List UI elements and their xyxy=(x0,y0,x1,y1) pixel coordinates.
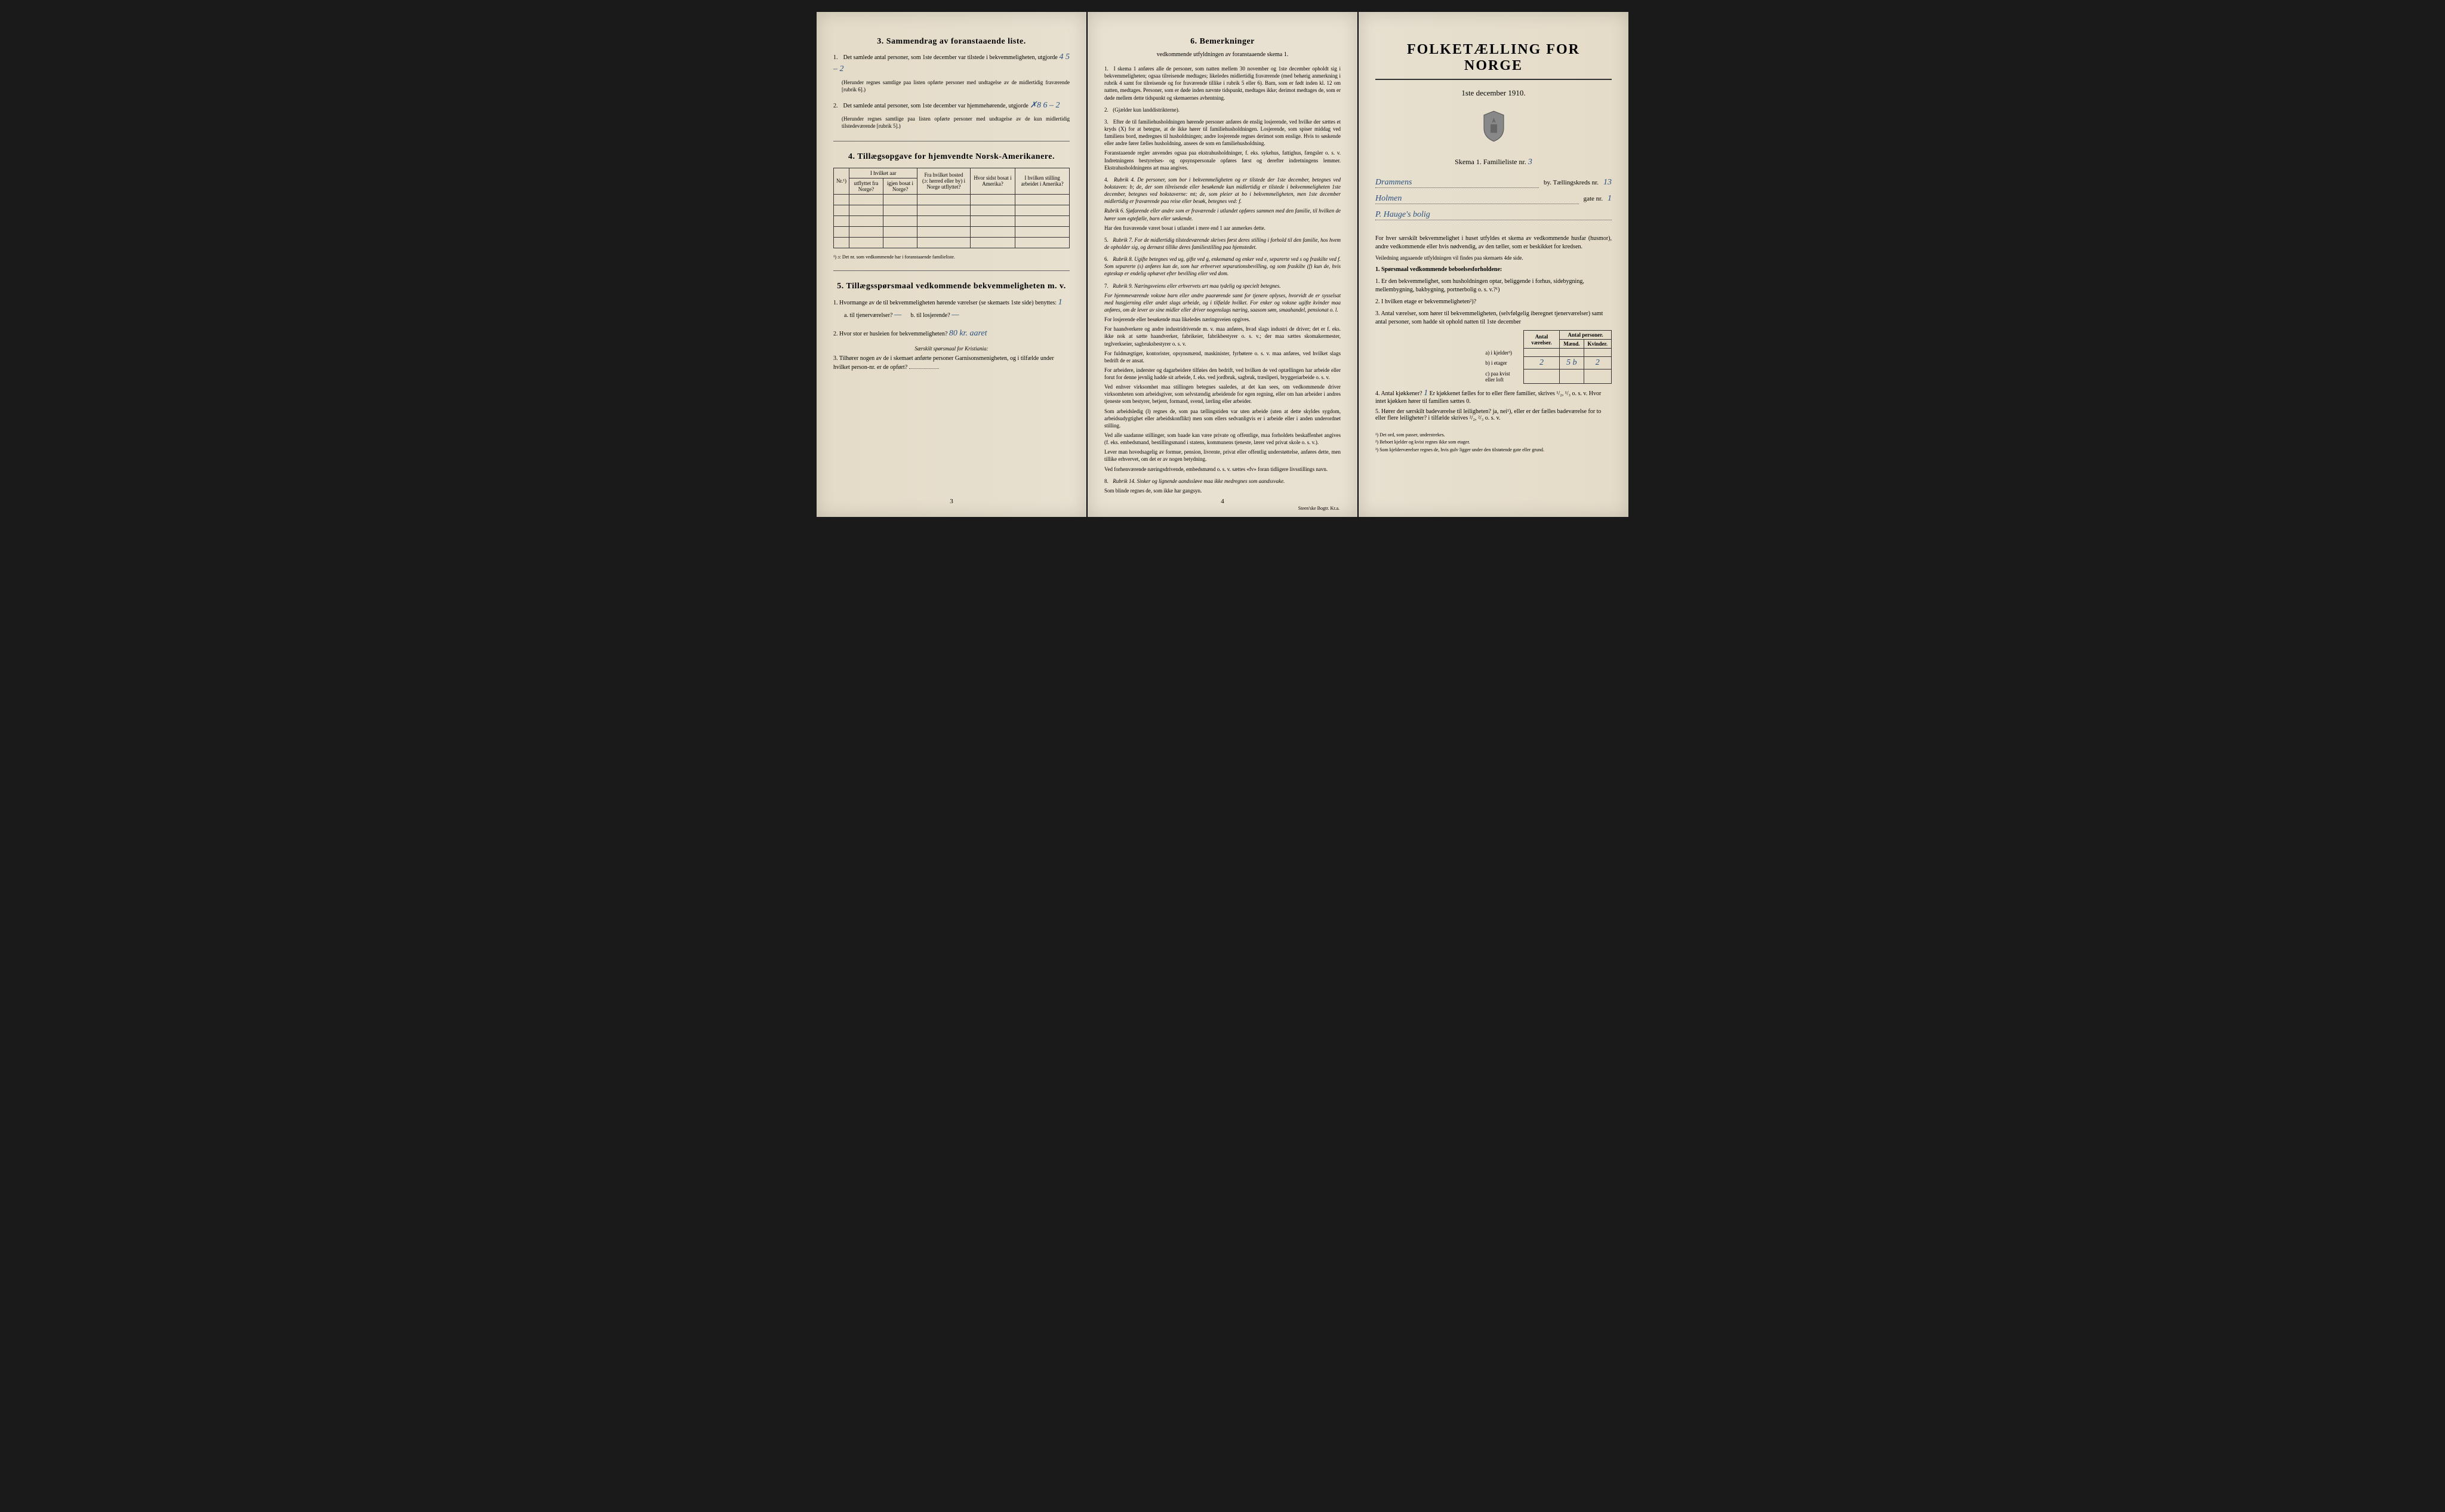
table-row: c) paa kvist eller loft xyxy=(1482,369,1611,384)
page-number: 4 xyxy=(1221,498,1224,505)
printer-mark: Steen'ske Bogtr. Kr.a. xyxy=(1298,506,1339,511)
census-document: 3. Sammendrag av foranstaaende liste. 1.… xyxy=(817,12,1628,517)
bem-item: 8. Rubrik 14. Sinker og lignende aandssl… xyxy=(1104,478,1341,494)
intro-text: For hver særskilt bekvemmelighet i huset… xyxy=(1375,235,1612,251)
table-row xyxy=(834,194,1070,205)
q1-item: 3. Antal værelser, som hører til bekvemm… xyxy=(1375,310,1612,327)
bem-item: 5. Rubrik 7. For de midlertidig tilstede… xyxy=(1104,236,1341,251)
s5-q3: 3. Tilhører nogen av de i skemaet anført… xyxy=(833,354,1070,372)
s5-q1: 1. Hvormange av de til bekvemmeligheten … xyxy=(833,296,1070,321)
divider xyxy=(833,270,1070,271)
title-rule xyxy=(1375,79,1612,80)
table-row xyxy=(834,226,1070,237)
section3-title: 3. Sammendrag av foranstaaende liste. xyxy=(833,37,1070,47)
s3-item1: 1. Det samlede antal personer, som 1ste … xyxy=(833,51,1070,75)
bem-item: 6. Rubrik 8. Ugifte betegnes ved ug, gif… xyxy=(1104,255,1341,277)
footnote: ³) Som kjelderværelser regnes de, hvis g… xyxy=(1375,447,1612,453)
census-date: 1ste december 1910. xyxy=(1375,88,1612,98)
bem-item: 1. I skema 1 anføres alle de personer, s… xyxy=(1104,65,1341,101)
q1-title: 1. Spørsmaal vedkommende beboelsesforhol… xyxy=(1375,266,1612,274)
gate-line: Holmen gate nr. 1 xyxy=(1375,194,1612,204)
table-footnote: ¹) ɔ: Det nr. som vedkommende har i fora… xyxy=(833,254,1070,260)
s3-note1: (Herunder regnes samtlige paa listen opf… xyxy=(842,79,1070,93)
main-title: FOLKETÆLLING FOR NORGE xyxy=(1375,42,1612,74)
form-fields: Drammens by. Tællingskreds nr. 13 Holmen… xyxy=(1375,178,1612,220)
kristiania-label: Særskilt spørsmaal for Kristiania: xyxy=(833,346,1070,352)
q5: 5. Hører der særskilt badeværelse til le… xyxy=(1375,408,1612,421)
footnotes: ¹) Det ord, som passer, understrekes. ²)… xyxy=(1375,432,1612,453)
bem-item: 7. Rubrik 9. Næringsveiens eller erhverv… xyxy=(1104,282,1341,473)
q1-item: 1. Er den bekvemmelighet, som husholdnin… xyxy=(1375,278,1612,294)
extra-line: P. Hauge's bolig xyxy=(1375,210,1612,220)
skema-line: Skema 1. Familieliste nr. 3 xyxy=(1375,158,1612,167)
page-left: 3. Sammendrag av foranstaaende liste. 1.… xyxy=(817,12,1086,517)
q4: 4. Antal kjøkkener? 1 Er kjøkkenet fælle… xyxy=(1375,389,1612,405)
table-row: a) i kjelder³) xyxy=(1482,349,1611,357)
footnote: ²) Beboet kjelder og kvist regnes ikke s… xyxy=(1375,439,1612,445)
section6-title: 6. Bemerkninger xyxy=(1104,37,1341,47)
s3-note2: (Herunder regnes samtlige paa listen opf… xyxy=(842,116,1070,130)
bem-item: 2. (Gjælder kun landdistrikterne). xyxy=(1104,106,1341,113)
section4-title: 4. Tillægsopgave for hjemvendte Norsk-Am… xyxy=(833,152,1070,162)
q1-item: 2. I hvilken etage er bekvemmeligheten²)… xyxy=(1375,298,1612,306)
by-line: Drammens by. Tællingskreds nr. 13 xyxy=(1375,178,1612,188)
page-right: FOLKETÆLLING FOR NORGE 1ste december 191… xyxy=(1359,12,1628,517)
section6-sub: vedkommende utfyldningen av foranstaaend… xyxy=(1104,51,1341,58)
q1-section: 1. Spørsmaal vedkommende beboelsesforhol… xyxy=(1375,266,1612,327)
section5-title: 5. Tillægsspørsmaal vedkommende bekvemme… xyxy=(833,282,1070,291)
page-number: 3 xyxy=(950,498,953,505)
intro-note: Veiledning angaaende utfyldningen vil fi… xyxy=(1375,255,1612,261)
s5-q2: 2. Hvor stor er husleien for bekvemmelig… xyxy=(833,327,1070,340)
bemerkninger-list: 1. I skema 1 anføres alle de personer, s… xyxy=(1104,65,1341,494)
bem-item: 3. Efter de til familiehusholdningen hør… xyxy=(1104,118,1341,171)
page-middle: 6. Bemerkninger vedkommende utfyldningen… xyxy=(1088,12,1357,517)
table-row xyxy=(834,205,1070,215)
table-row: b) i etager 2 5 b 2 xyxy=(1482,357,1611,369)
s3-item2: 2. Det samlede antal personer, som 1ste … xyxy=(833,100,1070,112)
coat-of-arms-icon xyxy=(1480,110,1507,143)
emigrant-table: Nr.¹) I hvilket aar Fra hvilket bosted (… xyxy=(833,168,1070,248)
table-row xyxy=(834,237,1070,248)
footnote: ¹) Det ord, som passer, understrekes. xyxy=(1375,432,1612,438)
bem-item: 4. Rubrik 4. De personer, som bor i bekv… xyxy=(1104,176,1341,232)
persons-table: Antal værelser. Antal personer. Mænd. Kv… xyxy=(1482,330,1612,384)
table-row xyxy=(834,215,1070,226)
